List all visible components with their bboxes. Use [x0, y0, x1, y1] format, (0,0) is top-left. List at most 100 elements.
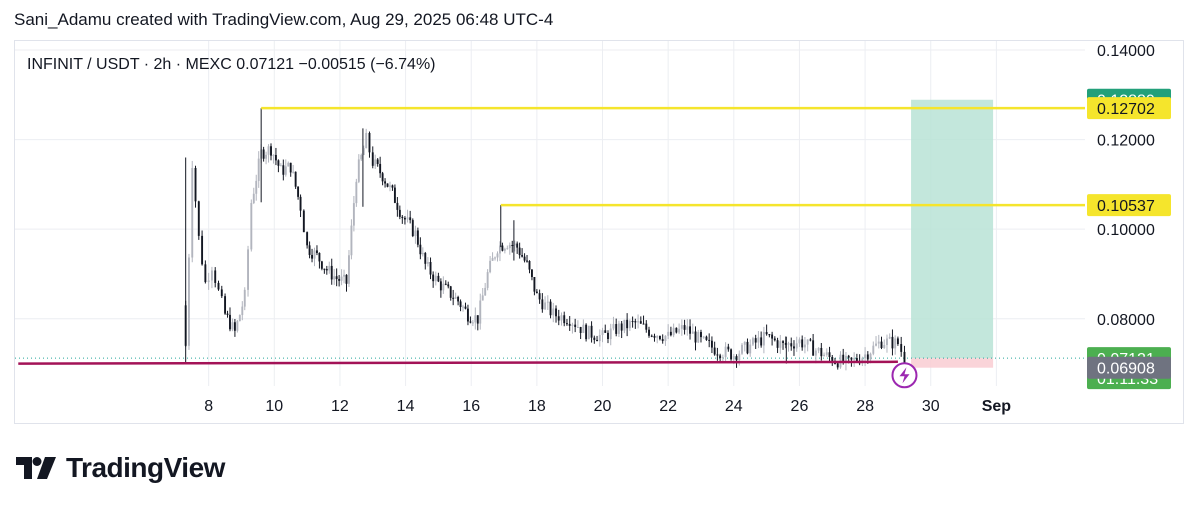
candle-body — [421, 253, 424, 255]
candle-body — [596, 339, 599, 342]
candle-body — [598, 335, 601, 342]
candle-body — [357, 159, 360, 182]
candle-body — [817, 347, 820, 351]
candle-body — [471, 322, 474, 324]
x-tick-label: 20 — [594, 398, 612, 415]
candle-body — [784, 342, 787, 345]
candle-body — [277, 160, 280, 166]
candle-body — [299, 196, 302, 211]
chart-frame[interactable]: 0.14000 0.12000 0.10000 0.08000 8 10 12 14 16 18 2… — [14, 40, 1184, 424]
candle-body — [444, 283, 447, 285]
candle-body — [250, 203, 253, 250]
last-price-value: 0.07121 — [236, 56, 298, 73]
candle-body — [546, 301, 549, 303]
candle-body — [749, 344, 752, 354]
candle-body — [875, 343, 877, 346]
candle-body — [560, 315, 563, 321]
candle-body — [403, 217, 406, 220]
x-tick-label: 10 — [265, 398, 283, 415]
candle-body — [508, 244, 511, 249]
candle-body — [855, 358, 858, 362]
candle-body — [496, 253, 499, 258]
candle-body — [628, 321, 631, 329]
candle-body — [866, 354, 869, 360]
candle-body — [669, 331, 672, 336]
candle-body — [429, 261, 432, 275]
candle-body — [462, 306, 464, 308]
candle-body — [486, 272, 489, 288]
candle-body — [574, 324, 577, 328]
y-tick-label: 0.08000 — [1097, 312, 1155, 329]
candle-body — [350, 225, 353, 256]
candle-body — [900, 344, 903, 352]
candle-body — [401, 216, 404, 218]
candle-body — [233, 322, 236, 331]
candle-body — [732, 356, 735, 360]
candle-body — [782, 341, 784, 343]
candle-body — [270, 146, 272, 156]
candle-body — [738, 353, 741, 361]
candle-body — [828, 352, 831, 357]
candle-body — [238, 315, 241, 322]
tradingview-brand-text: TradingView — [66, 452, 225, 483]
candle-body — [294, 171, 297, 187]
candle-body — [631, 321, 634, 323]
candle-body — [869, 353, 872, 360]
candle-body — [272, 154, 275, 156]
candle-body — [648, 329, 650, 336]
candle-body — [201, 235, 204, 265]
candle-body — [345, 274, 348, 284]
tradingview-logo[interactable]: TradingView — [16, 452, 225, 484]
candle-body — [459, 301, 462, 307]
candle-body — [568, 323, 571, 326]
candle-body — [217, 282, 220, 290]
price-chart[interactable]: 0.14000 0.12000 0.10000 0.08000 8 10 12 14 16 18 2… — [15, 41, 1183, 423]
candle-body — [650, 335, 653, 337]
x-tick-label: 12 — [331, 398, 349, 415]
candle-body — [689, 326, 691, 334]
candle-body — [449, 286, 452, 298]
candle-body — [424, 253, 427, 264]
y-tick-label: 0.10000 — [1097, 222, 1155, 239]
candle-body — [426, 261, 429, 264]
candle-body — [853, 358, 856, 360]
price-label-badge — [1087, 194, 1171, 217]
candle-body — [771, 334, 774, 339]
tradingview-logo-icon — [16, 457, 56, 479]
candle-body — [391, 185, 394, 188]
candle-body — [823, 354, 826, 357]
symbol-info: INFINIT / USDT · 2h · MEXC — [27, 56, 236, 73]
candle-body — [585, 324, 588, 340]
candle-body — [287, 162, 290, 167]
candle-body — [419, 244, 422, 255]
candle-body — [896, 338, 899, 345]
candle-body — [437, 275, 440, 282]
candle-body — [864, 354, 867, 359]
x-tick-label: 28 — [856, 398, 874, 415]
candle-body — [362, 148, 365, 155]
candle-body — [719, 355, 722, 359]
candle-body — [506, 248, 509, 250]
candle-body — [653, 335, 656, 338]
candle-body — [474, 315, 477, 323]
candle-body — [593, 337, 596, 340]
candle-body — [601, 330, 604, 336]
candle-body — [773, 338, 776, 341]
candle-body — [609, 328, 612, 340]
candle-body — [787, 343, 790, 345]
candle-body — [886, 338, 888, 346]
candle-body — [484, 287, 487, 296]
candle-body — [877, 341, 880, 344]
candle-body — [533, 277, 536, 292]
candle-body — [523, 256, 526, 261]
candle-body — [521, 255, 524, 257]
candle-body — [566, 323, 568, 325]
candle-body — [333, 276, 336, 280]
candle-body — [790, 343, 793, 347]
candle-body — [368, 132, 371, 153]
candle-body — [779, 341, 782, 348]
candle-body — [834, 362, 836, 364]
candle-body — [716, 354, 719, 356]
x-tick-label: 22 — [659, 398, 677, 415]
candle-body — [571, 324, 574, 326]
